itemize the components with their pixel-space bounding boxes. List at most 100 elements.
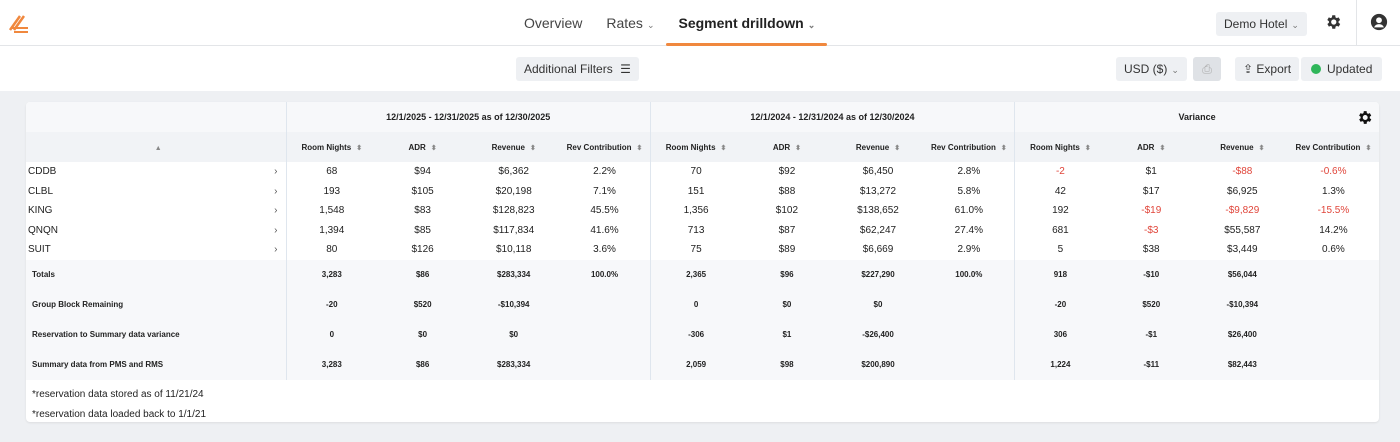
status-badge: Updated <box>1301 57 1383 81</box>
column-header[interactable]: Revenue ⬍ <box>1196 132 1288 162</box>
cell <box>1287 259 1379 290</box>
cell: $88 <box>778 185 796 197</box>
cell: $87 <box>778 224 796 236</box>
cell: $126 <box>411 244 434 256</box>
cell: 7.1% <box>593 185 616 197</box>
chevron-right-icon[interactable]: › <box>274 244 278 256</box>
cell: 193 <box>285 181 378 201</box>
table-row[interactable]: CDDB › 68 $94 $6,362 2.2% 70 $92 $6,450 2.8% -2 $1 -… <box>26 162 1379 182</box>
cell: 0 <box>649 289 742 320</box>
column-label: Rev Contribution <box>930 142 996 152</box>
chevron-right-icon[interactable]: › <box>274 185 278 197</box>
cell: $38 <box>1142 244 1160 256</box>
segment-table: 12/1/2025 - 12/31/2025 as of 12/30/2025 … <box>26 102 1379 380</box>
cell: 3,283 <box>285 349 378 380</box>
segment-sort-header[interactable]: ▲ <box>26 132 286 162</box>
additional-filters-button[interactable]: Additional Filters ☰ <box>516 57 639 81</box>
cell: 68 <box>285 162 378 182</box>
summary-row: Totals 3,283 $86 $283,334 100.0% 2,365 $96 $227… <box>26 259 1379 290</box>
cell: $6,450 <box>862 166 894 178</box>
column-label: ADR <box>1137 142 1155 152</box>
table-settings-gear-icon[interactable] <box>1356 109 1373 131</box>
chevron-down-icon: ⌄ <box>807 20 816 30</box>
cell: $10,118 <box>495 244 532 256</box>
nav-rates[interactable]: Rates ⌄ <box>594 0 666 46</box>
button-label: USD ($) <box>1124 62 1168 76</box>
table-row[interactable]: KING › 1,548 $83 $128,823 45.5% 1,356 $102 $138,… <box>26 201 1379 221</box>
cell: $55,587 <box>1224 224 1261 236</box>
column-header[interactable]: Rev Contribution ⬍ <box>923 132 1015 162</box>
cell: 5.8% <box>957 185 981 197</box>
column-label: Rev Contribution <box>1295 142 1361 152</box>
cell: $0 <box>741 289 833 320</box>
column-label: Revenue <box>1220 142 1254 152</box>
sort-icon: ⬍ <box>1365 144 1372 152</box>
status-dot <box>1311 64 1321 74</box>
chevron-right-icon[interactable]: › <box>274 224 278 236</box>
cell: 41.6% <box>590 224 619 236</box>
cell: -$11 <box>1105 349 1197 380</box>
cell: $96 <box>741 259 833 290</box>
column-header[interactable]: Room Nights ⬍ <box>285 132 378 162</box>
nav-overview[interactable]: Overview <box>512 0 594 46</box>
column-header[interactable]: ADR ⬍ <box>377 132 469 162</box>
cell: 713 <box>649 220 742 240</box>
chevron-right-icon[interactable]: › <box>274 205 278 217</box>
save-icon: ⎙ <box>1202 62 1212 76</box>
group-header: 12/1/2024 - 12/31/2024 as of 12/30/2024 <box>649 102 1015 132</box>
settings-gear-icon[interactable] <box>1324 13 1342 36</box>
cell: 61.0% <box>954 205 984 217</box>
chevron-down-icon: ⌄ <box>1291 20 1299 30</box>
hotel-selector[interactable]: Demo Hotel ⌄ <box>1216 12 1307 36</box>
currency-selector[interactable]: USD ($) ⌄ <box>1116 57 1187 81</box>
cell: $6,669 <box>862 244 894 256</box>
table-row[interactable]: CLBL › 193 $105 $20,198 7.1% 151 $88 $13,272 5.8%… <box>26 181 1379 201</box>
cell: $1 <box>1145 166 1157 178</box>
cell: 1.3% <box>1322 185 1345 197</box>
row-label: CLBL <box>28 185 54 197</box>
cell: 681 <box>1014 220 1106 240</box>
logo-icon[interactable] <box>8 12 30 39</box>
column-header[interactable]: Revenue ⬍ <box>832 132 924 162</box>
cell: $128,823 <box>492 205 535 217</box>
cell: 70 <box>649 162 742 182</box>
button-label: Export <box>1256 62 1292 76</box>
cell: 151 <box>649 181 742 201</box>
cell: 3,283 <box>285 259 378 290</box>
nav-segment-drilldown[interactable]: Segment drilldown ⌄ <box>666 0 828 46</box>
save-view-button[interactable]: ⎙ <box>1193 57 1221 81</box>
cell: $13,272 <box>859 185 897 197</box>
cell <box>1287 289 1379 320</box>
cell: $102 <box>775 205 799 217</box>
column-header[interactable]: Rev Contribution ⬍ <box>559 132 651 162</box>
cell: $1 <box>741 319 833 350</box>
sort-icon: ⬍ <box>1159 144 1166 152</box>
hotel-name: Demo Hotel <box>1224 17 1288 31</box>
cell: $6,925 <box>1227 185 1258 197</box>
column-label: Revenue <box>855 142 890 152</box>
column-header[interactable]: Rev Contribution ⬍ <box>1287 132 1379 162</box>
column-header[interactable]: Room Nights ⬍ <box>1014 132 1106 162</box>
column-header[interactable]: Room Nights ⬍ <box>649 132 742 162</box>
cell <box>923 349 1015 380</box>
chevron-right-icon[interactable]: › <box>274 166 278 178</box>
cell: $94 <box>414 166 431 178</box>
segment-name: Summary data from PMS and RMS <box>26 349 286 380</box>
upload-icon: ⇪ <box>1243 62 1254 76</box>
cell: 2.2% <box>593 166 616 178</box>
table-row[interactable]: QNQN › 1,394 $85 $117,834 41.6% 713 $87 $62,247 2… <box>26 220 1379 240</box>
user-avatar-icon[interactable] <box>1370 13 1388 36</box>
row-label: SUIT <box>28 244 51 256</box>
table-row[interactable]: SUIT › 80 $126 $10,118 3.6% 75 $89 $6,669 2.9% 5 $3… <box>26 240 1379 260</box>
column-header[interactable]: ADR ⬍ <box>1105 132 1197 162</box>
cell: $520 <box>1105 289 1197 320</box>
cell <box>559 319 651 350</box>
column-label: Revenue <box>491 142 525 152</box>
cell: -$10 <box>1105 259 1197 290</box>
sort-icon: ⬍ <box>795 144 802 152</box>
column-header[interactable]: ADR ⬍ <box>741 132 833 162</box>
button-label: Additional Filters <box>524 62 613 76</box>
column-header[interactable]: Revenue ⬍ <box>468 132 560 162</box>
footnotes: *reservation data stored as of 11/21/24 … <box>26 380 1379 423</box>
export-button[interactable]: ⇪ Export <box>1235 57 1300 81</box>
